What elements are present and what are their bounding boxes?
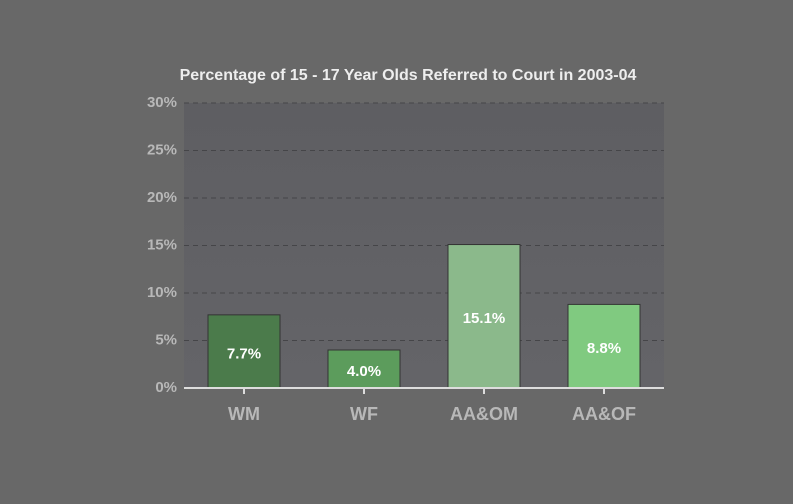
bar — [447, 244, 521, 389]
bar — [567, 303, 641, 389]
value-label: 8.8% — [587, 340, 621, 357]
x-tick-label: WM — [228, 404, 260, 424]
y-tick-label: 30% — [147, 94, 177, 111]
value-label: 7.7% — [227, 345, 261, 362]
value-label: 15.1% — [463, 310, 506, 327]
y-tick-label: 5% — [155, 331, 177, 348]
y-tick-label: 15% — [147, 236, 177, 253]
bar — [327, 349, 401, 389]
chart-title: Percentage of 15 - 17 Year Olds Referred… — [180, 67, 637, 84]
x-tick-label: AA&OF — [572, 404, 636, 424]
y-tick-label: 25% — [147, 141, 177, 158]
value-label: 4.0% — [347, 363, 381, 380]
x-tick-label: WF — [350, 404, 378, 424]
y-tick-label: 0% — [155, 379, 177, 396]
y-tick-label: 10% — [147, 284, 177, 301]
y-tick-label: 20% — [147, 189, 177, 206]
x-tick-label: AA&OM — [450, 404, 518, 424]
